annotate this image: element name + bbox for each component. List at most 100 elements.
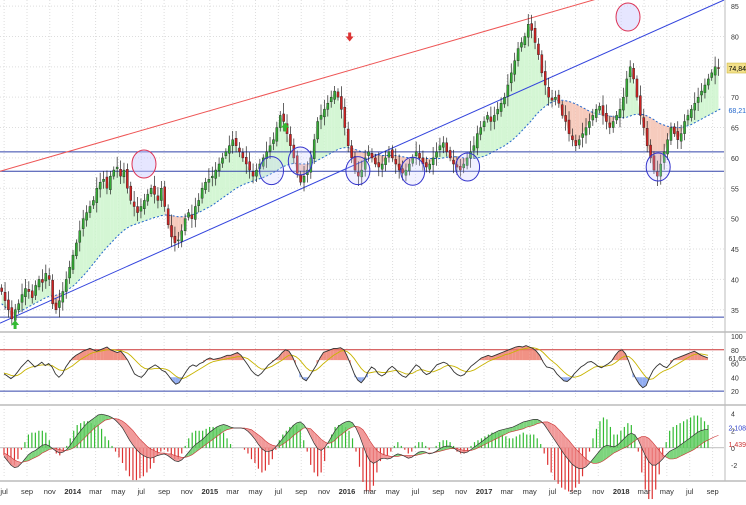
macd-fill-segment: [705, 430, 709, 442]
candle-body: [208, 179, 210, 182]
macd-signal-value-label: 1,439: [729, 442, 746, 449]
candle-body: [578, 140, 580, 145]
x-tick-label: may: [111, 487, 125, 496]
highlight-circle-red: [616, 3, 640, 31]
x-tick-label: may: [523, 487, 537, 496]
candle-body: [269, 146, 271, 151]
candle-body: [252, 172, 254, 177]
x-tick-label: mar: [638, 487, 651, 496]
candle-body: [164, 187, 166, 207]
candle-body: [320, 115, 322, 119]
x-tick-label: jul: [411, 487, 420, 496]
candle-body: [605, 113, 607, 121]
candle-body: [31, 291, 33, 298]
candle-body: [242, 153, 244, 158]
candle-body: [575, 140, 577, 145]
candle-body: [126, 169, 128, 188]
candle-body: [446, 143, 448, 152]
candle-body: [599, 106, 601, 110]
candle-body: [272, 140, 274, 144]
macd-tick-label: -2: [731, 463, 737, 470]
candle-body: [425, 163, 427, 167]
candle-body: [41, 279, 43, 282]
ma-value-label: 68,21: [729, 108, 746, 115]
candle-body: [167, 209, 169, 225]
rsi-value-label: 61,65: [729, 356, 746, 363]
candle-body: [582, 134, 584, 138]
candle-body: [344, 107, 346, 127]
highlight-circle-blue: [456, 153, 480, 181]
candle-body: [694, 103, 696, 110]
candle-body: [143, 200, 145, 208]
ma-fill-segment: [532, 30, 535, 120]
candle-body: [544, 71, 546, 85]
x-tick-label: jul: [274, 487, 283, 496]
candle-body: [109, 176, 111, 190]
candle-body: [503, 97, 505, 104]
candle-body: [520, 43, 522, 48]
rsi-zone-fill: [330, 348, 334, 360]
candle-body: [52, 280, 54, 304]
candle-body: [687, 115, 689, 120]
candle-body: [527, 24, 529, 37]
candle-body: [368, 152, 370, 156]
candle-body: [677, 131, 679, 139]
candle-body: [11, 308, 13, 319]
rsi-zone-fill: [104, 347, 107, 360]
candle-body: [337, 92, 339, 97]
ma-fill-segment: [104, 179, 107, 251]
candle-body: [181, 231, 183, 242]
candle-body: [483, 121, 485, 126]
candle-body: [225, 152, 227, 156]
candle-body: [211, 176, 213, 178]
candle-body: [103, 179, 105, 181]
candle-body: [711, 73, 713, 78]
candle-body: [89, 207, 91, 213]
candle-body: [493, 115, 495, 121]
candle-body: [435, 152, 437, 157]
macd-fill-segment: [98, 414, 102, 425]
x-tick-label: jul: [0, 487, 8, 496]
price-tick-label: 85: [731, 4, 739, 11]
candle-body: [249, 162, 251, 170]
x-tick-label: mar: [89, 487, 102, 496]
price-tick-label: 35: [731, 308, 739, 315]
x-tick-label: nov: [455, 487, 467, 496]
candle-body: [191, 215, 193, 219]
candle-body: [592, 115, 594, 120]
candle-body: [86, 213, 88, 221]
candle-body: [289, 134, 291, 145]
candle-body: [113, 170, 115, 176]
x-tick-label: sep: [569, 487, 581, 496]
candle-body: [378, 163, 380, 167]
ma-fill-segment: [528, 24, 531, 124]
candle-body: [55, 303, 57, 310]
ma-fill-segment: [522, 36, 525, 131]
candle-body: [514, 61, 516, 75]
candle-body: [517, 49, 519, 61]
price-tick-label: 40: [731, 277, 739, 284]
candle-body: [388, 152, 390, 157]
candle-body: [510, 73, 512, 83]
candle-body: [194, 207, 196, 220]
candle-body: [439, 146, 441, 150]
candle-body: [4, 292, 6, 300]
candle-body: [177, 240, 179, 241]
candle-body: [636, 79, 638, 97]
candle-body: [82, 219, 84, 229]
price-tick-label: 65: [731, 126, 739, 133]
rsi-zone-fill: [529, 347, 533, 360]
candle-body: [500, 103, 502, 111]
candle-body: [418, 153, 420, 158]
candle-body: [245, 157, 247, 164]
candle-body: [133, 202, 135, 207]
macd-fill-segment: [311, 429, 315, 444]
ma-fill-segment: [698, 91, 701, 121]
candle-body: [548, 87, 550, 97]
candle-body: [35, 285, 37, 295]
candle-body: [432, 158, 434, 165]
price-tick-label: 70: [731, 95, 739, 102]
candle-body: [700, 91, 702, 95]
